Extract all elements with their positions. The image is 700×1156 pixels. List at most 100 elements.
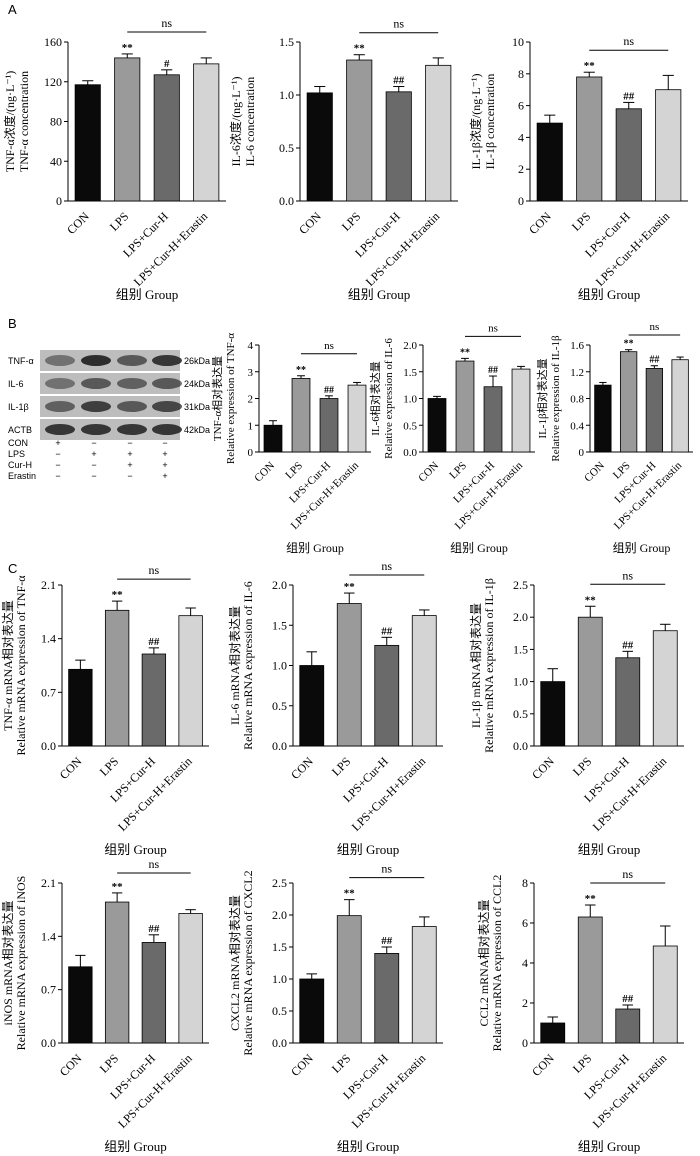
x-axis-label: 组别 Group — [337, 1139, 399, 1154]
y-tick-label: 6 — [522, 916, 528, 930]
blot-band — [45, 355, 75, 366]
category-label: LPS — [329, 754, 354, 779]
category-label: CON — [582, 460, 607, 485]
y-axis-label-en: IL-1β concentration — [483, 74, 497, 170]
y-tick-label: 0.0 — [41, 739, 56, 753]
bar-lps — [104, 609, 130, 747]
significance-mark: ** — [354, 43, 366, 55]
y-tick-label: 160 — [44, 35, 62, 49]
bar-con — [427, 398, 447, 453]
category-label: CON — [526, 209, 554, 237]
treatment-sign: − — [91, 460, 96, 470]
x-axis-label: 组别 Group — [337, 842, 399, 857]
treatment-sign: − — [55, 471, 60, 481]
bar-con — [74, 84, 101, 202]
bar-con — [263, 424, 283, 453]
category-label: LPS — [97, 1051, 122, 1076]
category-label: LPS — [570, 754, 595, 779]
x-axis-label: 组别 Group — [578, 287, 640, 302]
blot-band — [117, 378, 147, 389]
panel-label-b: B — [8, 316, 17, 331]
significance-mark: ** — [460, 347, 470, 358]
bar-chart-10: 0.00.71.42.1CON**LPS##LPS+Cur-HLPS+Cur-H… — [1, 857, 209, 1154]
category-label: LPS — [569, 209, 594, 234]
bar-con — [536, 122, 563, 202]
blot-band — [45, 401, 75, 412]
y-tick-label: 1.4 — [41, 632, 56, 646]
y-tick-label: 0.7 — [41, 983, 56, 997]
treatment-label: LPS — [8, 449, 25, 459]
category-label: CON — [416, 460, 441, 485]
treatment-sign: + — [127, 460, 132, 470]
bar-lps-cur-h — [615, 1008, 641, 1044]
bar-chart-7: 0.00.71.42.1CON**LPS##LPS+Cur-HLPS+Cur-H… — [1, 563, 209, 857]
category-label: LPS — [97, 754, 122, 779]
bar-lps-cur-h — [319, 398, 339, 453]
y-axis-label-cn: IL-6 mRNA相对表达量 — [228, 606, 242, 725]
bar-lps — [104, 901, 130, 1044]
blot-band — [81, 401, 111, 412]
treatment-sign: + — [162, 471, 167, 481]
significance-mark: ## — [324, 385, 334, 396]
y-tick-label: 4 — [522, 956, 528, 970]
treatment-sign: + — [162, 460, 167, 470]
significance-mark: ** — [624, 339, 634, 350]
ns-label: ns — [381, 862, 392, 876]
y-tick-label: 2 — [518, 162, 524, 176]
blot-row-il1: IL-1β 31kDa — [8, 396, 210, 417]
y-tick-label: 2.5 — [513, 578, 528, 592]
y-tick-label: 0.7 — [41, 685, 56, 699]
ns-label: ns — [623, 34, 634, 48]
significance-mark: ## — [148, 923, 160, 935]
bar-con — [299, 665, 325, 747]
bar-lps — [455, 360, 475, 453]
category-label: LPS — [339, 209, 364, 234]
treatment-label: Erastin — [8, 471, 36, 481]
y-tick-label: 8 — [518, 67, 524, 81]
bar-chart-3: 0246810CON**LPS##LPS+Cur-HLPS+Cur-H+Eras… — [468, 34, 688, 302]
bar-lps-cur-h — [645, 368, 664, 453]
y-tick-label: 8 — [522, 876, 528, 890]
bar-lps-cur-h-erastin — [411, 615, 437, 747]
bar-lps-cur-h-erastin — [671, 359, 689, 453]
bar-lps — [577, 916, 603, 1044]
significance-mark: ## — [381, 935, 393, 947]
y-axis-label-en: Relative mRNA expression of IL-6 — [241, 581, 255, 750]
panel-label-a: A — [8, 2, 17, 17]
y-axis-label-cn: IL-1β mRNA相对表达量 — [469, 603, 483, 728]
y-tick-label: 40 — [50, 154, 62, 168]
bar-lps-cur-h-erastin — [178, 615, 203, 747]
significance-mark: ** — [584, 60, 596, 72]
blot-band — [152, 355, 182, 366]
bar-lps-cur-h-erastin — [193, 63, 220, 202]
bar-lps — [576, 76, 603, 202]
significance-mark: ## — [148, 636, 160, 648]
y-axis-label-cn: iNOS mRNA相对表达量 — [1, 900, 15, 1025]
y-tick-label: 0.0 — [41, 1036, 56, 1050]
ns-label: ns — [161, 16, 172, 30]
ns-label: ns — [622, 867, 633, 881]
bar-lps-cur-h — [374, 953, 400, 1044]
y-axis-label-en: Relative mRNA expression of CCL2 — [490, 875, 504, 1052]
y-tick-label: 2.0 — [513, 610, 528, 624]
category-label: CON — [64, 209, 92, 237]
y-axis-label-en: Relative expression of TNF-α — [225, 333, 237, 464]
y-tick-label: 1.0 — [272, 659, 287, 673]
category-label: CON — [296, 209, 324, 237]
y-axis-label-en: Relative expression of IL-6 — [383, 338, 395, 459]
x-axis-label: 组别 Group — [104, 1139, 166, 1154]
bar-con — [540, 1022, 566, 1044]
blot-row-tnf: TNF-α 26kDa — [8, 350, 210, 371]
treatment-sign: − — [55, 449, 60, 459]
bar-charts: 04080120160CON**LPS#LPS+Cur-HLPS+Cur-H+E… — [1, 16, 693, 1154]
treatment-sign: + — [162, 449, 167, 459]
blot-band — [152, 424, 182, 435]
y-axis-label-cn: CCL2 mRNA相对表达量 — [477, 899, 491, 1026]
category-label: CON — [57, 754, 85, 782]
blot-kda-label: 42kDa — [184, 425, 210, 435]
y-tick-label: 0.0 — [272, 1036, 287, 1050]
y-tick-label: 2.0 — [272, 578, 287, 592]
y-tick-label: 1.0 — [279, 88, 294, 102]
y-tick-label: 1.6 — [570, 340, 584, 352]
x-axis-label: 组别 Group — [578, 842, 640, 857]
